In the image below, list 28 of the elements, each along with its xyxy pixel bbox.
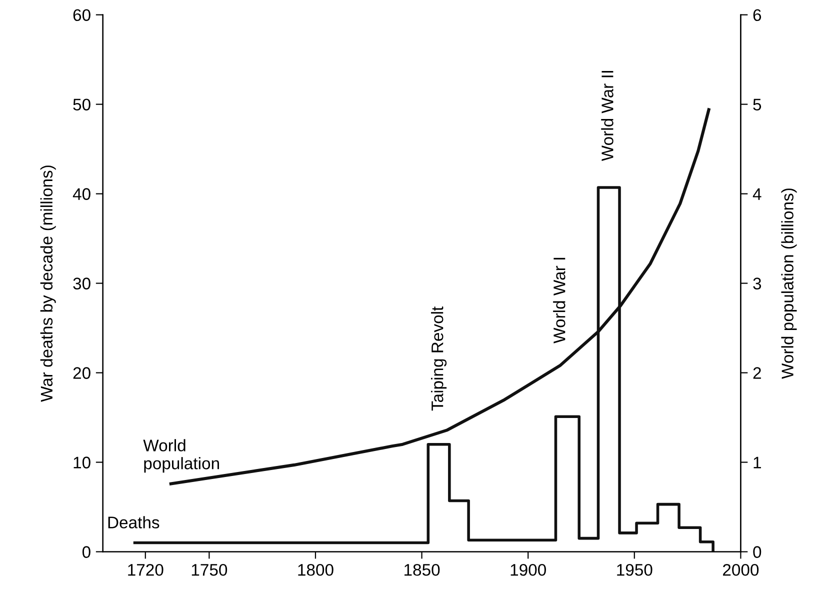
- x-tick-label: 1750: [192, 564, 228, 576]
- series-label: Deaths: [108, 516, 160, 528]
- y-tick-label: 60: [73, 9, 90, 22]
- y2-tick-label: 0: [753, 546, 762, 558]
- annotation: World War I: [553, 258, 566, 344]
- x-tick-label: 1850: [404, 564, 440, 576]
- y2-tick-label: 6: [753, 9, 762, 22]
- y-tick-label: 0: [82, 546, 90, 558]
- series-label: World population: [143, 439, 219, 473]
- y-tick-label: 40: [72, 188, 90, 200]
- y-tick-label: 20: [73, 367, 90, 379]
- y-axis-title: War deaths by decade (millions): [40, 166, 56, 402]
- x-tick-label: 1800: [298, 564, 334, 576]
- y2-tick-label: 1: [754, 456, 761, 468]
- y2-axis-title: World population (billions): [781, 188, 797, 379]
- y2-tick-label: 4: [752, 188, 762, 200]
- annotation: World War II: [601, 70, 614, 162]
- x-tick-label: 1720: [128, 564, 164, 576]
- y-tick-label: 10: [74, 456, 90, 468]
- x-tick-label: 1950: [617, 564, 652, 576]
- y2-tick-label: 2: [753, 367, 761, 379]
- y2-tick-label: 3: [753, 278, 762, 290]
- x-tick-label: 1900: [510, 564, 546, 576]
- y2-tick-label: 5: [753, 98, 762, 110]
- y-tick-label: 30: [73, 278, 90, 290]
- y-tick-label: 50: [73, 98, 90, 110]
- x-tick-label: 2000: [723, 564, 759, 576]
- annotation: Taiping Revolt: [431, 306, 447, 411]
